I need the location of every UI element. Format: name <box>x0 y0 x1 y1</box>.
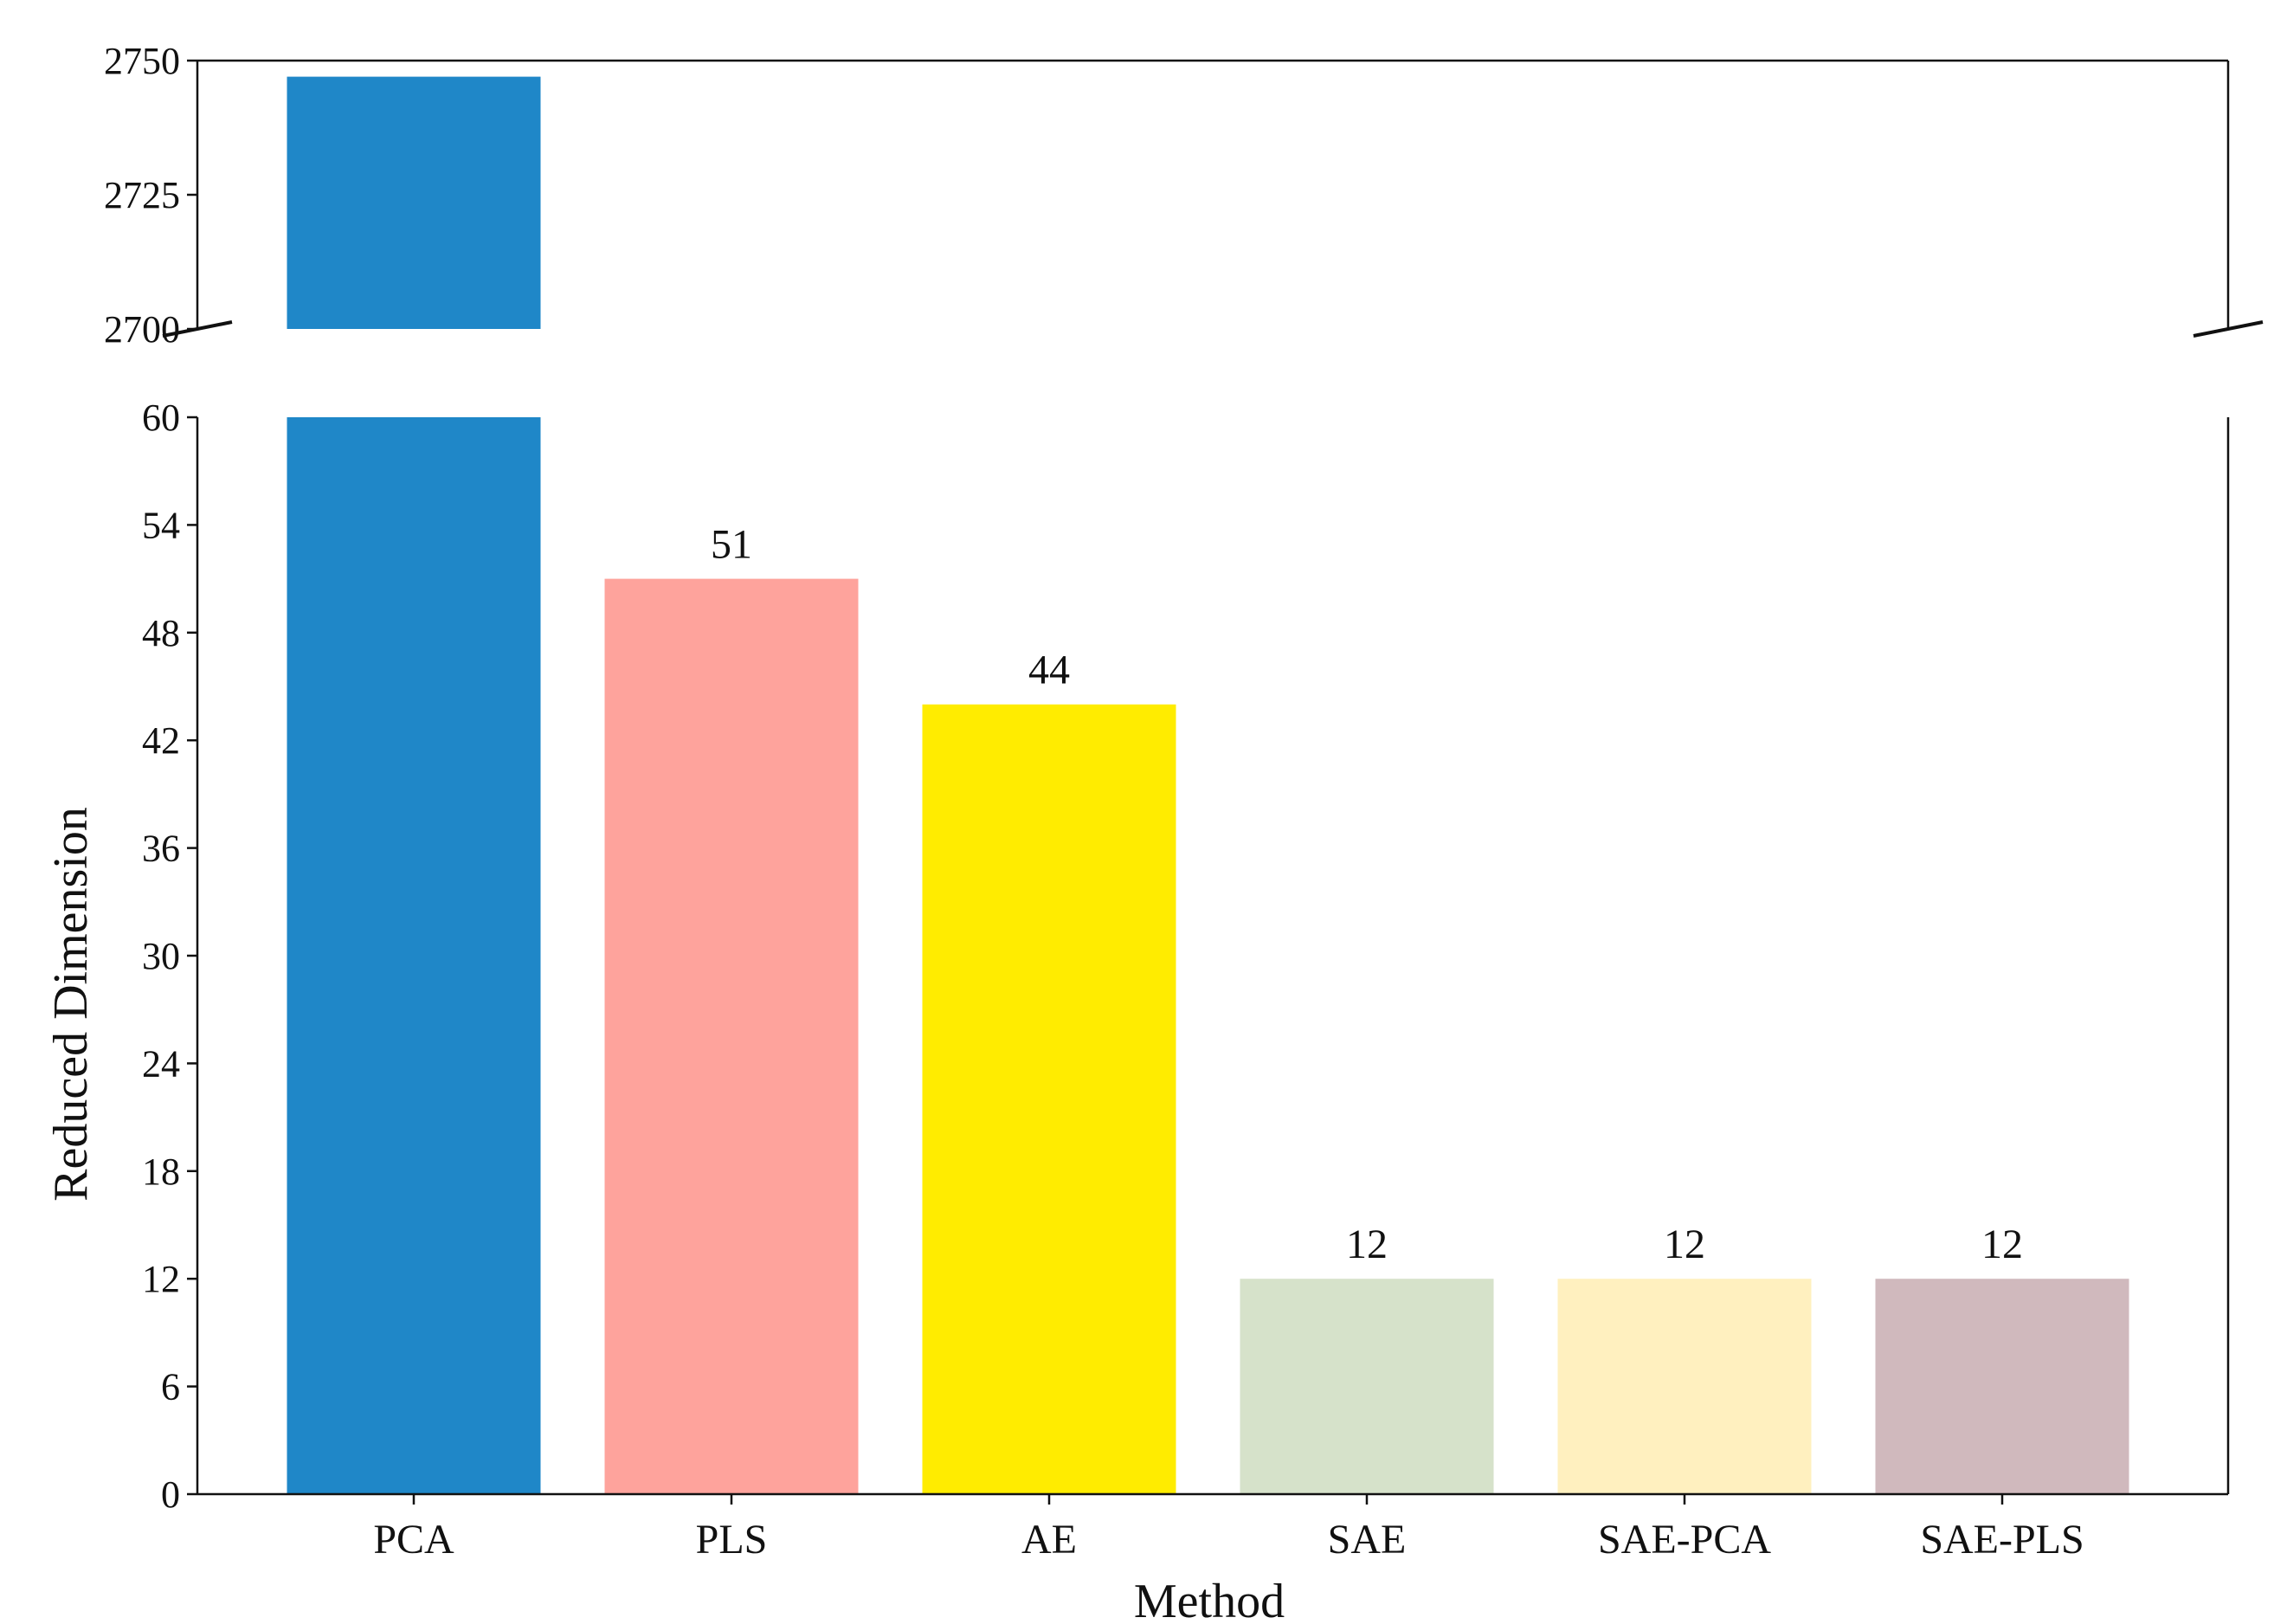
x-axis-title: Method <box>1134 1575 1285 1624</box>
lower-y-tick-label: 60 <box>142 396 180 439</box>
axis-break-marks <box>162 320 2264 338</box>
bar-sae-pca <box>1557 1279 1812 1494</box>
bar-ae <box>922 704 1176 1494</box>
value-label-ae: 44 <box>1028 648 1070 693</box>
value-label-sae-pls: 12 <box>1981 1221 2023 1267</box>
lower-y-tick-label: 18 <box>142 1150 180 1193</box>
lower-panel: PCA 51 PLS 44 AE 12 SAE 12 SAE-PCA 12 SAE-PLS 0 6 12 1… <box>142 396 2230 1563</box>
x-tick-label-ae: AE <box>1021 1517 1077 1563</box>
lower-y-tick-label: 6 <box>161 1366 180 1408</box>
lower-y-tick-label: 24 <box>142 1042 180 1085</box>
bar-sae-pls <box>1875 1279 2129 1494</box>
upper-y-tick-label: 2700 <box>104 308 180 351</box>
lower-y-tick-label: 0 <box>161 1473 180 1516</box>
bar-pls <box>604 578 859 1494</box>
value-label-sae-pca: 12 <box>1664 1221 1705 1267</box>
x-tick-label-pls: PLS <box>696 1517 768 1563</box>
lower-y-tick-label: 12 <box>142 1258 180 1300</box>
upper-y-tick-label: 2725 <box>104 174 180 216</box>
upper-y-tick-label: 2750 <box>104 40 180 82</box>
y-axis-title: Reduced Dimension <box>44 807 98 1202</box>
x-tick-label-sae-pls: SAE-PLS <box>1920 1517 2084 1563</box>
x-tick-label-sae: SAE <box>1328 1517 1407 1563</box>
lower-y-tick-label: 54 <box>142 504 180 546</box>
bar-upper-pca <box>287 76 541 329</box>
bar-pca <box>287 417 541 1494</box>
bar-sae <box>1240 1279 1494 1494</box>
value-label-pls: 51 <box>711 522 752 568</box>
break-mark-left <box>162 320 233 338</box>
lower-y-tick-label: 30 <box>142 935 180 977</box>
value-label-sae: 12 <box>1346 1221 1388 1267</box>
lower-y-tick-label: 36 <box>142 828 180 870</box>
x-tick-label-pca: PCA <box>373 1517 454 1563</box>
upper-panel: 2700 2725 2750 <box>104 40 2230 351</box>
lower-y-tick-label: 42 <box>142 719 180 762</box>
lower-y-tick-label: 48 <box>142 612 180 654</box>
x-tick-label-sae-pca: SAE-PCA <box>1598 1517 1771 1563</box>
break-mark-right <box>2193 320 2264 338</box>
